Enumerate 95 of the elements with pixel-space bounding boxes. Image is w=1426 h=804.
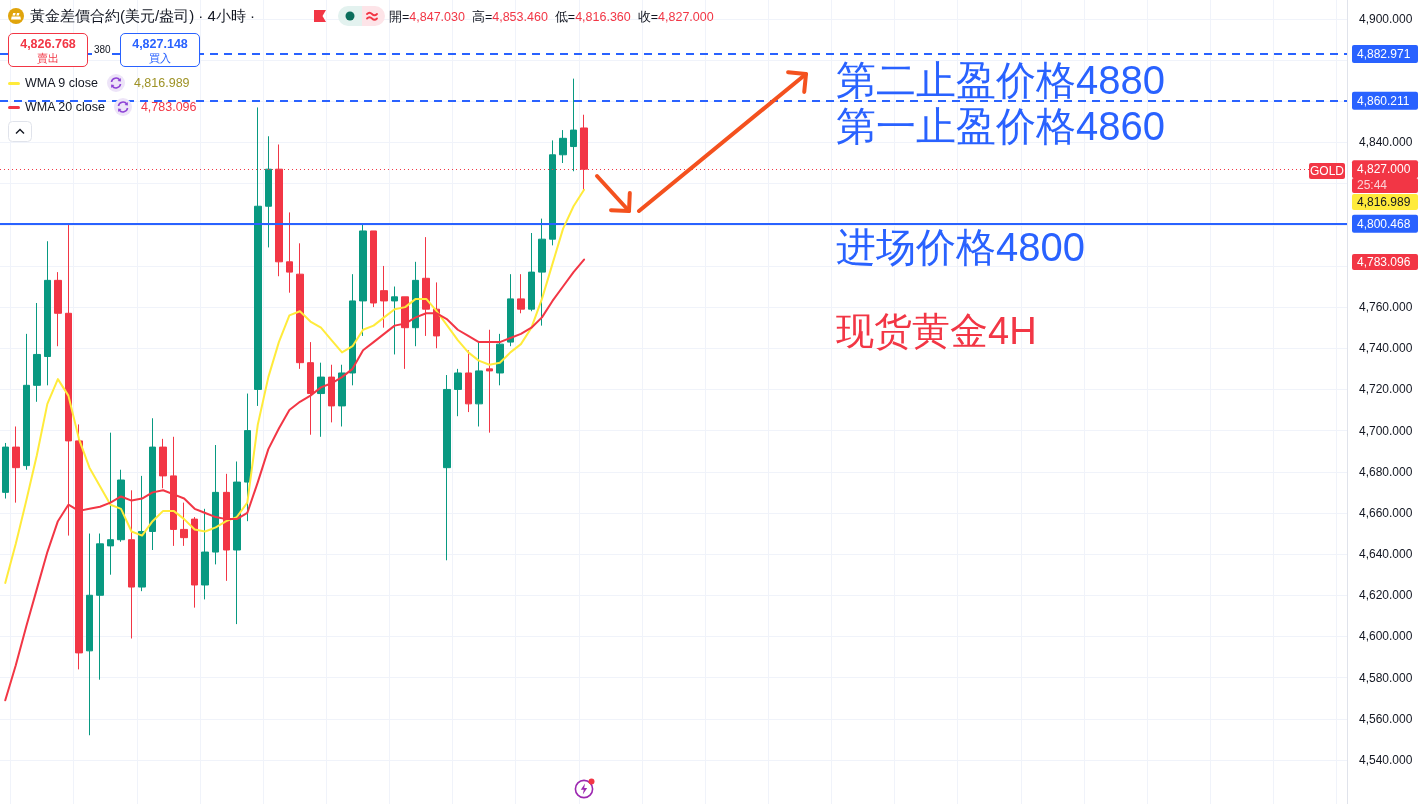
- annotation: 380: [94, 44, 111, 56]
- candlestick: [338, 364, 346, 427]
- annotation: 4,827.148: [131, 37, 189, 51]
- candlestick: [538, 218, 546, 327]
- candlestick: [380, 265, 388, 329]
- candlestick: [128, 489, 135, 640]
- candlestick: [244, 393, 251, 522]
- ref-line-label: 4,827.000: [1357, 162, 1411, 177]
- annotation: 開=4,847.030: [389, 10, 465, 24]
- candlestick: [75, 423, 83, 670]
- annotation: 賣出: [36, 51, 60, 65]
- annotation: 第一止盈价格4860: [836, 103, 1165, 148]
- y-tick-label: 4,580.000: [1359, 670, 1413, 685]
- candlestick: [296, 242, 304, 370]
- ref-line-label: 4,860.211: [1357, 93, 1410, 108]
- candlestick: [412, 261, 419, 347]
- candlestick: [23, 333, 30, 471]
- candlestick: [475, 341, 483, 427]
- candlestick: [117, 469, 125, 543]
- candlestick: [286, 211, 293, 294]
- candlestick: [2, 442, 9, 500]
- y-tick-label: 4,640.000: [1359, 547, 1413, 562]
- candlestick: [86, 533, 93, 736]
- y-tick-label: 4,600.000: [1359, 629, 1413, 644]
- annotation: 買入: [148, 51, 172, 65]
- y-tick-label: 4,680.000: [1359, 464, 1413, 479]
- candlestick: [465, 349, 472, 413]
- candlestick: [170, 436, 177, 547]
- candlestick: [559, 129, 567, 164]
- candlestick: [254, 106, 262, 407]
- candlestick: [517, 273, 525, 314]
- legend-label: WMA 9 close: [25, 76, 98, 90]
- annotation: 第二止盈价格4880: [836, 57, 1165, 102]
- candlestick: [233, 460, 241, 625]
- candlestick: [96, 533, 104, 681]
- ref-line-label: 4,882.971: [1357, 46, 1411, 61]
- candlestick: [54, 271, 62, 347]
- y-tick-label: 4,660.000: [1359, 505, 1413, 520]
- annotation: 4,783.096: [140, 100, 197, 114]
- candlestick: [496, 333, 504, 386]
- candlestick: [180, 502, 188, 547]
- annotation: 现货黄金4H: [836, 310, 1037, 352]
- candlestick: [307, 341, 314, 436]
- legend-label: WMA 20 close: [25, 100, 105, 114]
- candlestick: [401, 296, 409, 370]
- annotation: 低=4,816.360: [554, 10, 631, 24]
- text: 黃金差價合約(美元/盎司) · 4小時 ·: [30, 6, 255, 26]
- candlestick: [507, 273, 514, 347]
- y-tick-label: 4,720.000: [1359, 382, 1413, 397]
- ref-line-label: 4,800.468: [1357, 216, 1411, 231]
- y-tick-label: 4,900.000: [1359, 11, 1413, 26]
- candlestick: [201, 508, 209, 600]
- text: 25:44: [1352, 178, 1418, 194]
- sell-button: 4,826.768 賣出: [8, 33, 88, 67]
- candlestick: [528, 232, 535, 312]
- candlestick: [138, 475, 146, 592]
- candlestick: [370, 230, 377, 308]
- annotation: 收=4,827.000: [637, 10, 714, 24]
- y-tick-label: 4,740.000: [1359, 341, 1413, 356]
- y-tick-label: 4,540.000: [1359, 752, 1413, 767]
- candlestick: [212, 444, 219, 565]
- text: 4,783.096: [1352, 253, 1418, 270]
- line-series: [4, 188, 586, 584]
- candlestick: [191, 516, 198, 609]
- y-tick-label: 4,840.000: [1359, 135, 1413, 150]
- annotation: 进场价格4800: [836, 224, 1085, 269]
- candlestick: [570, 78, 577, 172]
- candlestick: [391, 286, 398, 355]
- candlestick: [265, 135, 272, 248]
- candlestick: [486, 329, 493, 434]
- candlestick: [328, 364, 335, 423]
- candlestick: [12, 425, 20, 504]
- candlestick: [443, 374, 451, 561]
- annotation: GOLD: [1309, 163, 1345, 180]
- candlestick: [349, 273, 356, 386]
- candlestick: [149, 417, 156, 551]
- annotation: 高=4,853.460: [471, 10, 548, 24]
- candlestick: [44, 240, 51, 386]
- candlestick: [159, 438, 167, 489]
- y-tick-label: 4,700.000: [1359, 423, 1413, 438]
- candlestick: [359, 224, 367, 337]
- candlestick: [223, 473, 230, 582]
- y-tick-label: 4,560.000: [1359, 711, 1413, 726]
- y-tick-label: 4,620.000: [1359, 588, 1413, 603]
- annotation: 4,826.768: [19, 37, 77, 51]
- candlestick: [107, 432, 114, 576]
- buy-button: 4,827.148 買入: [120, 33, 200, 67]
- candlestick: [549, 139, 556, 246]
- candlestick: [33, 302, 41, 403]
- candlestick: [317, 362, 325, 438]
- candlestick: [454, 368, 462, 417]
- candlestick: [433, 281, 440, 349]
- text: 4,816.989: [1352, 193, 1418, 210]
- y-tick-label: 4,760.000: [1359, 300, 1413, 315]
- annotation: 4,816.989: [133, 76, 190, 90]
